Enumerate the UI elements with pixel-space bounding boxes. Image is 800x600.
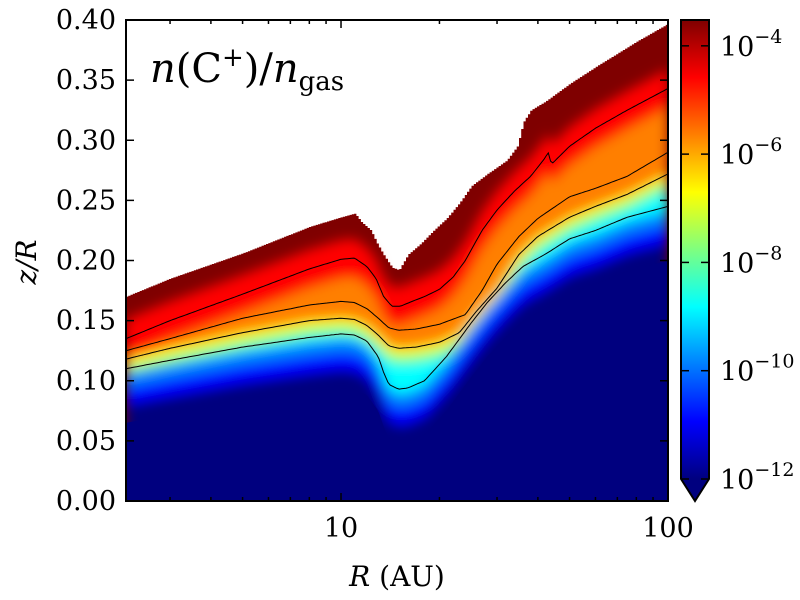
colorbar-tick-label-2: 10−8 — [720, 242, 782, 279]
colorbar-extend-arrow — [681, 479, 709, 501]
contour-line-3 — [126, 173, 668, 360]
y-tick-label-8: 0.40 — [56, 5, 116, 36]
y-axis-ticks: 0.00 0.05 0.10 0.15 0.20 0.25 0.30 0.35 0.40 — [56, 5, 668, 517]
heatmap-layers — [126, 23, 668, 501]
y-tick-label-7: 0.35 — [56, 65, 116, 96]
y-tick-label-3: 0.15 — [56, 306, 116, 337]
y-tick-label-5: 0.25 — [56, 185, 116, 216]
x-tick-label-0: 10 — [324, 513, 358, 544]
y-tick-label-2: 0.10 — [56, 366, 116, 397]
x-axis-label: R (AU) — [348, 560, 445, 593]
x-axis-ticks: 10 100 — [169, 20, 694, 544]
contour-lines — [126, 88, 668, 390]
contour-line-4 — [126, 205, 668, 390]
y-tick-label-0: 0.00 — [56, 486, 116, 517]
colorbar-gradient — [681, 20, 709, 479]
panel-title: n(C+)/ngas — [150, 43, 344, 97]
colorbar-tick-label-1: 10−10 — [720, 351, 794, 388]
colorbar: 10−12 10−10 10−8 10−6 10−4 — [680, 19, 794, 503]
colorbar-tick-label-0: 10−12 — [720, 459, 794, 496]
y-tick-label-6: 0.30 — [56, 125, 116, 156]
colorbar-tick-label-4: 10−4 — [720, 26, 782, 63]
contour-line-1 — [126, 88, 668, 340]
colorbar-tick-label-3: 10−6 — [720, 134, 782, 171]
band-1e-12-core — [126, 260, 668, 501]
y-tick-label-1: 0.05 — [56, 426, 116, 457]
x-tick-label-1: 100 — [642, 513, 694, 544]
colorbar-ticks: 10−12 10−10 10−8 10−6 10−4 — [681, 26, 794, 496]
contour-line-2 — [126, 151, 668, 352]
y-tick-label-4: 0.20 — [56, 246, 116, 277]
y-axis-label: z/R — [10, 239, 43, 285]
colorbar-outline — [680, 19, 710, 503]
